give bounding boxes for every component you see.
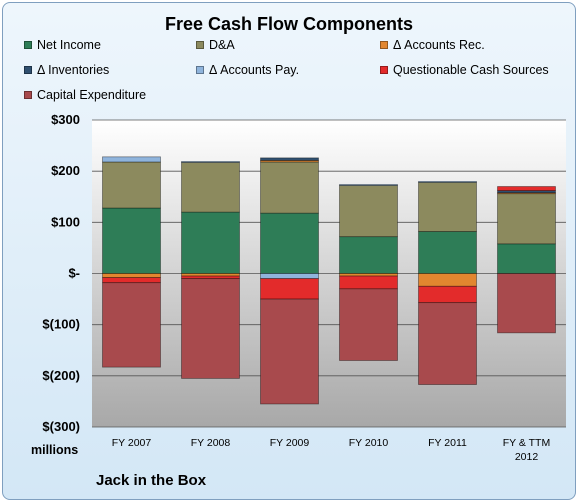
y-tick-label: $(200) [42,368,80,383]
bar-accounts-pay-fy-2011 [418,180,477,183]
x-tick-label: FY 2010 [349,437,389,449]
y-tick-label: $- [68,266,80,281]
legend-label: Δ Accounts Rec. [393,38,485,52]
bar-net-income-fy-ttm-2012 [497,243,556,274]
bar-questionable-cash-sources-fy-2010 [339,275,398,290]
x-tick-label: FY 2009 [270,437,310,449]
bar-capital-expenditure-fy-2008 [181,278,240,379]
legend-item-accounts-pay: Δ Accounts Pay. [196,63,299,77]
bar-d-a-fy-2011 [418,182,477,232]
legend-item-capital-expenditure: Capital Expenditure [24,88,146,102]
legend-label: Δ Accounts Pay. [209,63,300,77]
legend-swatch [24,41,32,49]
bar-d-a-fy-2008 [181,162,240,213]
bar-questionable-cash-sources-fy-ttm-2012 [497,186,556,192]
bar-capital-expenditure-fy-2009 [260,298,319,405]
legend-swatch [24,66,32,74]
legend-label: Capital Expenditure [37,88,147,102]
legend-item-d-a: D&A [196,38,235,52]
bar-d-a-fy-ttm-2012 [497,193,556,245]
y-tick-label: $(300) [42,419,80,434]
bar-net-income-fy-2008 [181,211,240,274]
bar-questionable-cash-sources-fy-2011 [418,285,477,304]
chart-title: Free Cash Flow Components [164,14,414,34]
bar-inventories-fy-2009 [260,157,319,161]
bar-questionable-cash-sources-fy-2009 [260,278,319,300]
bar-net-income-fy-2011 [418,231,477,274]
bar-accounts-rec-fy-2011 [418,273,477,287]
legend-swatch [196,41,204,49]
bar-capital-expenditure-fy-2007 [102,282,161,368]
bar-capital-expenditure-fy-2011 [418,302,477,385]
y-tick-label: $300 [51,112,80,127]
bar-accounts-pay-fy-2009 [260,273,319,280]
bar-d-a-fy-2009 [260,161,319,214]
units-label: millions [31,443,79,457]
bar-net-income-fy-2007 [102,207,161,274]
bar-questionable-cash-sources-fy-2007 [102,277,161,284]
x-tick-label: FY 2008 [191,437,231,449]
legend-label: Net Income [37,38,101,52]
bar-capital-expenditure-fy-2010 [339,288,398,361]
bar-capital-expenditure-fy-ttm-2012 [497,273,556,334]
company-label: Jack in the Box [96,472,207,489]
legend-label: D&A [209,38,235,52]
legend-item-inventories: Δ Inventories [24,63,109,77]
bar-accounts-pay-fy-2007 [102,156,161,163]
bar-net-income-fy-2009 [260,212,319,274]
bar-net-income-fy-2010 [339,236,398,274]
legend-swatch [24,91,32,99]
x-tick-label: FY & TTM 2012 [503,437,550,463]
y-tick-label: $200 [51,163,80,178]
legend-label: Questionable Cash Sources [393,63,549,77]
bar-accounts-rec-fy-2007 [102,273,161,278]
legend-item-net-income: Net Income [24,38,101,52]
legend-swatch [380,41,388,49]
legend-label: Δ Inventories [37,63,110,77]
bar-accounts-pay-fy-2010 [339,184,398,186]
bar-accounts-pay-fy-2008 [181,161,240,163]
legend-swatch [380,66,388,74]
bar-d-a-fy-2007 [102,161,161,209]
y-tick-label: $(100) [42,317,80,332]
legend-item-accounts-rec: Δ Accounts Rec. [380,38,485,52]
bar-questionable-cash-sources-fy-2008 [181,275,240,280]
y-tick-label: $100 [51,214,80,229]
x-tick-label: FY 2007 [112,437,152,449]
x-tick-label: FY 2011 [428,437,467,449]
legend-item-questionable-cash-sources: Questionable Cash Sources [380,63,549,77]
legend-swatch [196,66,204,74]
bar-d-a-fy-2010 [339,185,398,238]
